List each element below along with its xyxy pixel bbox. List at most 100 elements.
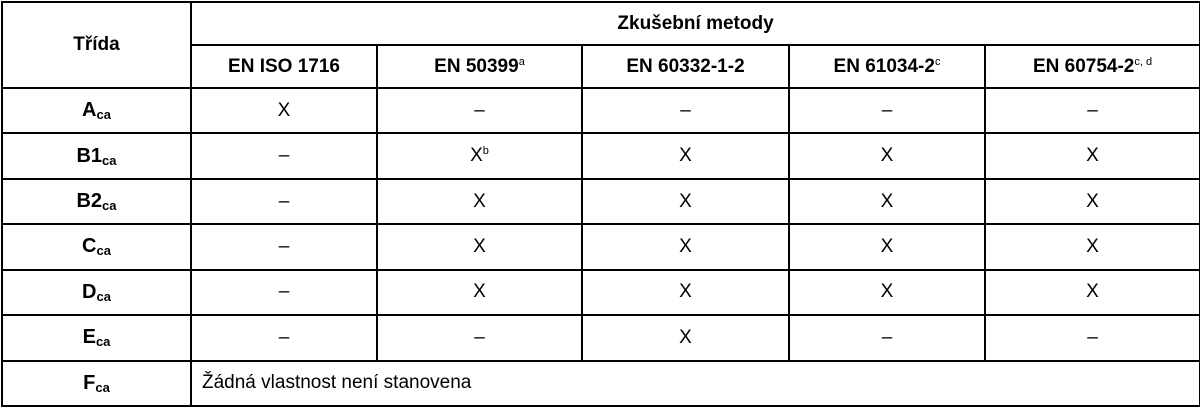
- class-name: B2: [76, 190, 103, 213]
- class-name: F: [83, 371, 96, 394]
- cell-value: –: [474, 326, 485, 348]
- cell-value: –: [278, 145, 290, 167]
- cell-value: X: [880, 235, 894, 257]
- table-row: Fca Žádná vlastnost není stanovena: [1, 359, 1200, 408]
- method-cell: X: [788, 223, 986, 271]
- cell-value: –: [1087, 99, 1098, 121]
- method-cell: X: [788, 268, 986, 317]
- cell-value: X: [880, 281, 894, 303]
- cell-value: X: [1086, 190, 1099, 212]
- class-cell: Aca: [1, 86, 192, 135]
- method-cell: X: [983, 132, 1200, 180]
- class-cell: Cca: [1, 223, 192, 271]
- method-header: EN 60754-2c, d: [983, 44, 1200, 89]
- method-cell: X: [581, 314, 790, 362]
- method-cell: X: [581, 132, 790, 180]
- cell-value: –: [474, 99, 485, 121]
- cell-value: X: [1086, 235, 1099, 257]
- class-subscript: ca: [95, 379, 110, 395]
- cell-value: X: [880, 190, 894, 212]
- cell-value: X: [679, 281, 692, 303]
- method-cell: X: [581, 223, 790, 271]
- cell-value: X: [473, 235, 486, 257]
- cell-value: X: [470, 145, 483, 167]
- class-cell: Fca: [1, 359, 192, 408]
- cell-value: –: [881, 99, 893, 121]
- class-name: D: [82, 280, 97, 303]
- method-cell: X: [376, 223, 583, 271]
- class-subscript: ca: [102, 152, 117, 168]
- method-cell: –: [581, 86, 790, 135]
- method-cell: –: [983, 314, 1200, 362]
- cell-value: X: [679, 190, 692, 212]
- table-row: Aca X – – – –: [1, 86, 1200, 135]
- class-cell: B1ca: [1, 132, 192, 180]
- class-subscript: ca: [96, 288, 111, 304]
- method-cell: –: [376, 314, 583, 362]
- cell-value: X: [679, 145, 692, 167]
- class-name: B1: [76, 144, 103, 167]
- class-cell: Eca: [1, 314, 192, 362]
- method-cell: X: [376, 268, 583, 317]
- method-header: EN 60332-1-2: [581, 44, 790, 89]
- method-cell: Xb: [376, 132, 583, 180]
- method-cell: X: [581, 177, 790, 226]
- cell-value: X: [679, 235, 692, 257]
- method-cell: X: [983, 223, 1200, 271]
- cell-value: X: [679, 326, 692, 348]
- class-header: Třída: [1, 1, 192, 89]
- method-cell: –: [788, 86, 986, 135]
- class-subscript: ca: [102, 198, 117, 214]
- cell-value: X: [277, 99, 291, 121]
- method-name: EN 60754-2: [1032, 55, 1135, 77]
- method-name: EN 60332-1-2: [626, 55, 745, 77]
- table-row: B1ca – Xb X X X: [1, 132, 1200, 180]
- class-name: A: [82, 99, 97, 122]
- table-row: Eca – – X – –: [1, 314, 1200, 362]
- cell-value: X: [473, 190, 486, 212]
- table-row: Cca – X X X X: [1, 223, 1200, 271]
- method-cell: –: [376, 86, 583, 135]
- no-property-note: Žádná vlastnost není stanovena: [189, 359, 1200, 408]
- cell-value: –: [1087, 326, 1098, 348]
- cell-value: –: [881, 326, 893, 348]
- method-cell: –: [190, 314, 378, 362]
- cell-value: X: [1086, 145, 1099, 167]
- class-cell: Dca: [1, 268, 192, 317]
- cell-value: –: [680, 99, 691, 121]
- cell-value: –: [278, 190, 290, 212]
- cell-value: –: [278, 235, 290, 257]
- class-name: C: [82, 235, 97, 258]
- method-cell: X: [983, 268, 1200, 317]
- method-header: EN 50399a: [376, 44, 583, 89]
- method-cell: X: [788, 177, 986, 226]
- method-cell: –: [788, 314, 986, 362]
- method-cell: –: [190, 223, 378, 271]
- test-methods-header: Zkušební metody: [189, 1, 1200, 46]
- footnote-marker: c: [934, 55, 941, 68]
- cell-value: –: [278, 326, 290, 348]
- footnote-marker: a: [518, 55, 525, 68]
- method-cell: X: [190, 86, 378, 135]
- class-name: E: [82, 326, 96, 349]
- method-name: EN ISO 1716: [228, 55, 340, 77]
- method-cell: X: [983, 177, 1200, 226]
- footnote-marker: c, d: [1134, 55, 1153, 68]
- cell-value: –: [278, 281, 290, 303]
- class-subscript: ca: [96, 243, 111, 259]
- class-subscript: ca: [96, 107, 111, 123]
- method-header: EN 61034-2c: [788, 44, 986, 89]
- method-name: EN 61034-2: [833, 55, 935, 77]
- class-subscript: ca: [95, 334, 111, 350]
- cell-value: X: [880, 145, 894, 167]
- method-header: EN ISO 1716: [190, 44, 378, 89]
- method-cell: X: [376, 177, 583, 226]
- class-cell: B2ca: [1, 177, 192, 226]
- method-cell: –: [983, 86, 1200, 135]
- method-cell: –: [190, 268, 378, 317]
- cell-value: X: [473, 281, 486, 303]
- method-cell: X: [788, 132, 986, 180]
- table-row: Dca – X X X X: [1, 268, 1200, 317]
- table-row: B2ca – X X X X: [1, 177, 1200, 226]
